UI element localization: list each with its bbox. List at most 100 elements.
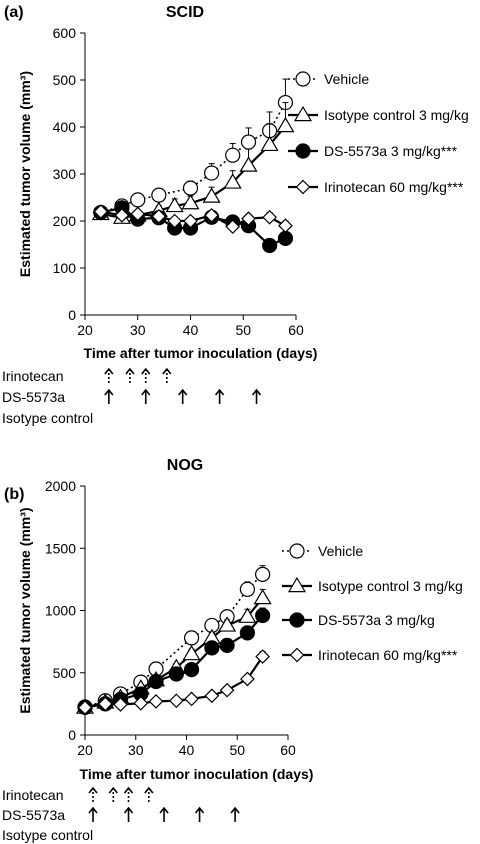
data-point [255,566,271,582]
dose-arrowhead [144,786,154,794]
data-point [219,637,235,653]
dosing-label: DS-5573a [2,807,65,823]
x-axis-label: Time after tumor inoculation (days) [84,345,318,361]
dose-arrowhead [214,388,225,396]
data-point [238,607,257,623]
dose-arrowhead [88,806,98,814]
legend-marker [293,105,313,122]
data-point [204,165,220,181]
data-point [219,682,235,698]
data-point [148,673,164,690]
y-tick-label: 200 [53,213,77,229]
dosing-row: Irinotecan [2,367,172,384]
dosing-row: Isotype control [2,827,93,843]
data-point [169,693,184,709]
data-point [130,206,146,222]
dosing-label: Isotype control [2,827,93,843]
legend-marker [289,543,305,559]
chart-title: SCID [166,4,204,21]
series-0 [77,565,271,715]
legend-label: Isotype control 3 mg/kg [324,107,469,123]
dose-arrowhead [104,367,114,375]
data-point [204,688,220,704]
y-tick-label: 300 [53,166,77,182]
data-point [260,135,279,152]
dosing-row: DS-5573a [2,388,262,405]
series-3 [93,204,293,234]
dosing-label: Irinotecan [2,787,63,803]
dosing-label: DS-5573a [2,389,65,405]
legend-label: Vehicle [324,71,369,87]
y-axis-label: Estimated tumor volume (mm³) [17,71,33,277]
data-point [241,211,256,226]
dose-arrowhead [123,806,134,814]
legend-entry: DS-5573a 3 mg/kg*** [288,143,458,159]
data-point [278,218,293,234]
data-point [240,671,255,687]
legend-entry: Vehicle [288,71,369,87]
series-line [100,102,287,214]
dose-arrowhead [123,786,134,794]
legend-entry: Irinotecan 60 mg/kg*** [288,179,464,195]
dosing-row: DS-5573a [2,806,240,823]
panel-letter: (b) [4,486,24,503]
data-point [255,649,270,664]
dose-arrowhead [178,388,188,396]
data-point [239,156,258,172]
legend-marker [289,612,305,628]
y-axis-label: Estimated tumor volume (mm³) [17,507,33,713]
data-point [277,230,294,246]
data-point [97,696,113,712]
legend-label: Irinotecan 60 mg/kg*** [324,179,464,195]
legend-label: Vehicle [318,543,363,559]
y-tick-label: 1500 [45,540,76,556]
legend-marker [289,647,305,663]
data-point [133,695,149,711]
y-tick-label: 0 [68,727,76,743]
y-tick-label: 100 [53,260,77,276]
data-point [183,630,200,646]
data-point [182,644,201,661]
dose-arrowhead [230,806,240,814]
panel-letter: (a) [4,4,24,21]
legend-entry: DS-5573a 3 mg/kg [282,612,435,628]
x-tick-label: 30 [128,742,144,758]
legend-marker [295,71,311,87]
data-point [130,192,146,208]
data-point [276,116,295,133]
data-point [167,213,183,229]
data-point [77,700,93,715]
dose-arrowhead [108,786,118,794]
legend-entry: Vehicle [282,543,363,559]
legend-marker [295,143,311,159]
data-point [239,581,255,597]
x-tick-label: 20 [77,742,93,758]
data-point [239,625,255,641]
x-tick-label: 60 [288,322,304,338]
dose-arrowhead [141,388,151,396]
chart-title: NOG [167,457,203,474]
legend-marker [295,179,311,195]
dose-arrowhead [104,388,114,396]
chart-panel-b: (b) NOG 0 500 1000 1500 2000 20 30 40 50 60 Estimate… [2,457,463,843]
data-point [240,134,257,150]
data-point [202,187,221,203]
dose-arrowhead [88,786,98,794]
data-point [262,209,277,225]
data-point [151,187,167,203]
data-point [225,147,241,163]
data-point [223,173,242,189]
y-tick-label: 600 [53,25,77,41]
data-point [183,662,200,678]
legend-entry: Isotype control 3 mg/kg [288,105,469,123]
y-tick-label: 0 [68,307,76,323]
series-3 [77,649,270,715]
legend-label: DS-5573a 3 mg/kg*** [324,143,458,159]
data-point [182,180,199,196]
series-line [84,614,264,709]
dose-arrowhead [251,388,262,396]
dosing-label: Irinotecan [2,368,63,384]
y-tick-label: 500 [53,72,77,88]
legend-label: DS-5573a 3 mg/kg [318,612,435,628]
series-1 [75,588,272,714]
